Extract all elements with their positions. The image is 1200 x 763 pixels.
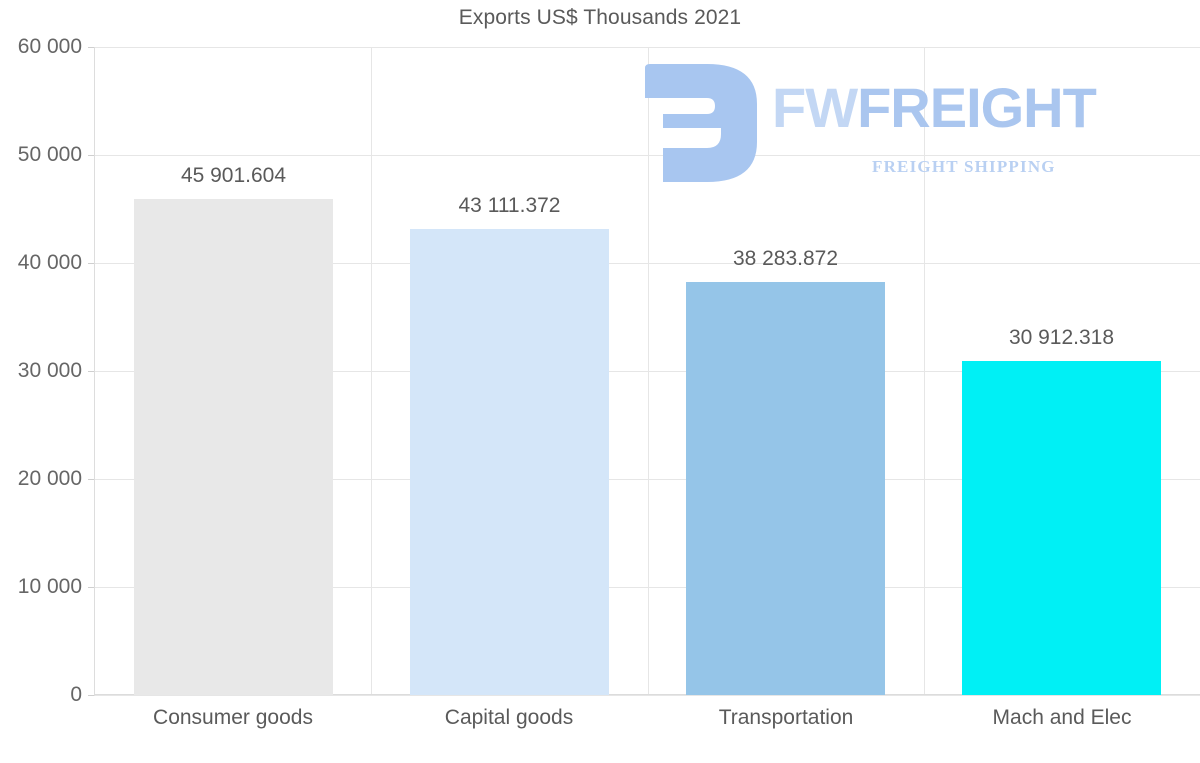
y-axis-tick-label: 30 000 — [17, 359, 82, 382]
y-axis-tick-label: 20 000 — [17, 467, 82, 490]
y-axis-line — [94, 47, 95, 696]
x-axis-tick-label: Capital goods — [444, 706, 574, 729]
y-axis-tick-label: 10 000 — [17, 575, 82, 598]
plot-area: 45 901.604 43 111.372 38 283.872 30 912.318 — [95, 47, 1200, 696]
bar-value-label: 45 901.604 — [180, 164, 287, 188]
x-axis-tick-label: Consumer goods — [153, 706, 313, 729]
bar[interactable] — [962, 361, 1161, 695]
bar[interactable] — [686, 281, 885, 695]
bar[interactable] — [134, 199, 333, 695]
y-axis-tick-mark — [88, 263, 95, 264]
y-axis-tick-mark — [88, 371, 95, 372]
y-axis-tick-mark — [88, 695, 95, 696]
gridline-horizontal — [95, 587, 1200, 588]
bar-value-label: 30 912.318 — [1008, 326, 1115, 350]
gridline-vertical — [648, 47, 649, 695]
y-axis: 0 10 000 20 000 30 000 40 000 50 000 60 000 — [0, 0, 95, 763]
x-axis-tick-label: Transportation — [718, 706, 854, 729]
y-axis-tick-label: 50 000 — [17, 143, 82, 166]
gridline-vertical — [371, 47, 372, 695]
bar[interactable] — [410, 229, 609, 695]
y-axis-tick-label: 0 — [70, 683, 82, 706]
y-axis-tick-mark — [88, 479, 95, 480]
bar-value-label: 43 111.372 — [458, 194, 561, 218]
gridline-vertical — [924, 47, 925, 695]
y-axis-tick-mark — [88, 155, 95, 156]
y-axis-tick-mark — [88, 587, 95, 588]
x-axis-tick-label: Mach and Elec — [992, 706, 1132, 729]
gridline-horizontal — [95, 695, 1200, 696]
y-axis-tick-label: 40 000 — [17, 251, 82, 274]
gridline-horizontal — [95, 371, 1200, 372]
gridline-horizontal — [95, 479, 1200, 480]
gridline-horizontal — [95, 47, 1200, 48]
y-axis-tick-mark — [88, 47, 95, 48]
bar-value-label: 38 283.872 — [732, 246, 839, 270]
y-axis-tick-label: 60 000 — [17, 35, 82, 58]
x-axis-baseline — [95, 694, 1200, 695]
gridline-horizontal — [95, 263, 1200, 264]
chart-title: Exports US$ Thousands 2021 — [458, 6, 742, 29]
